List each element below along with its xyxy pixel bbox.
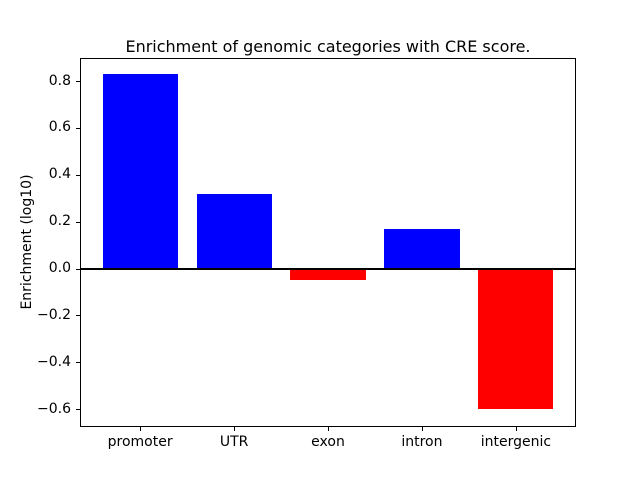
zero-line (80, 267, 576, 270)
bar-exon (290, 268, 366, 281)
y-tick-label: 0.2 (48, 213, 71, 230)
y-tick-label: 0.8 (48, 72, 71, 89)
y-tick-mark (76, 174, 80, 176)
x-tick-label-promoter: promoter (107, 434, 173, 450)
x-tick-mark (328, 427, 329, 431)
x-tick-label-exon: exon (311, 434, 345, 450)
x-tick-mark (421, 427, 423, 431)
x-tick-label-intron: intron (401, 434, 443, 450)
y-tick-label: −0.4 (37, 353, 71, 370)
y-tick-mark (76, 315, 80, 317)
x-tick-label-UTR: UTR (219, 434, 249, 450)
y-tick-label: 0.4 (48, 166, 71, 183)
y-tick-mark (76, 221, 80, 223)
y-tick-mark (76, 362, 80, 364)
x-tick-mark (140, 427, 142, 431)
y-tick-label: −0.2 (37, 306, 71, 323)
y-tick-mark (76, 127, 80, 129)
x-tick-label-intergenic: intergenic (480, 434, 552, 450)
y-tick-label: 0.0 (48, 260, 71, 276)
bar-intron (384, 228, 460, 269)
y-tick-mark (76, 268, 80, 270)
chart-title: Enrichment of genomic categories with CR… (125, 37, 531, 56)
y-tick-label: −0.6 (37, 400, 71, 417)
bar-promoter (102, 73, 178, 269)
y-tick-label: 0.6 (48, 119, 71, 136)
y-tick-mark (76, 409, 80, 411)
x-tick-mark (234, 427, 236, 431)
x-tick-mark (515, 427, 517, 431)
bar-UTR (196, 193, 272, 269)
bar-intergenic (478, 268, 554, 410)
y-tick-mark (76, 81, 80, 82)
